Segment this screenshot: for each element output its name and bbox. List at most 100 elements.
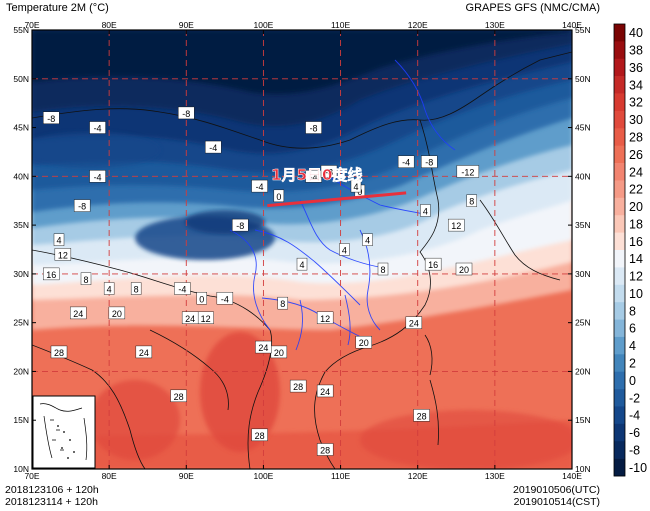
colorbar-swatch bbox=[614, 302, 625, 320]
contour-label: 4 bbox=[103, 282, 115, 295]
contour-label: 4 bbox=[296, 257, 308, 271]
colorbar-swatch bbox=[614, 215, 625, 233]
contour-label: 24 bbox=[135, 345, 153, 359]
contour-label-text: 12 bbox=[451, 221, 461, 231]
contour-label-text: 24 bbox=[258, 343, 268, 353]
contour-label: -8 bbox=[305, 121, 322, 134]
temperature-field: -8-4-8-4-8-4-8-12-4-84-40-4-80448-812168… bbox=[32, 30, 572, 469]
contour-label-box bbox=[170, 389, 187, 403]
contour-label-box bbox=[135, 345, 153, 359]
lon-label-bottom: 90E bbox=[179, 471, 194, 481]
contour-label-box bbox=[405, 316, 423, 329]
contour-label: 28 bbox=[413, 409, 430, 422]
inset-island bbox=[63, 431, 65, 433]
contour-label-box bbox=[397, 155, 415, 168]
contour-label-text: -8 bbox=[310, 124, 318, 134]
lat-label-left: 30N bbox=[13, 269, 29, 279]
contour-label-box bbox=[103, 282, 115, 295]
contour-label: -8 bbox=[73, 199, 91, 212]
colorbar-swatch bbox=[614, 441, 625, 459]
contour-label: 16 bbox=[424, 257, 442, 271]
contour-label: -8 bbox=[320, 165, 338, 178]
inset-coast-west bbox=[43, 415, 53, 459]
colorbar-swatch bbox=[614, 93, 625, 112]
province-boundary-4 bbox=[359, 229, 381, 331]
contour-label: -8 bbox=[178, 106, 195, 120]
province-boundary-7 bbox=[295, 299, 303, 351]
contour-label: 12 bbox=[316, 311, 334, 324]
contour-label-text: 8 bbox=[380, 265, 385, 275]
contour-label-box bbox=[377, 262, 389, 276]
colorbar-swatch bbox=[614, 58, 625, 77]
contour-label-box bbox=[196, 292, 207, 305]
contour-label-text: -4 bbox=[94, 124, 102, 134]
contour-label-text: 24 bbox=[185, 314, 195, 324]
contour-label-box bbox=[466, 194, 477, 207]
contour-label-box bbox=[255, 340, 272, 354]
inset-coast-north bbox=[39, 403, 83, 412]
contour-label: -4 bbox=[174, 282, 191, 295]
inset-island bbox=[67, 457, 69, 459]
china-coastline bbox=[314, 119, 440, 469]
contour-label-box bbox=[362, 233, 373, 246]
contour-label: 4 bbox=[420, 204, 431, 217]
contour-label: -8 bbox=[43, 111, 60, 125]
contour-label: -4 bbox=[251, 179, 268, 193]
contour-label-box bbox=[339, 243, 350, 256]
colorbar-tick-label: 26 bbox=[629, 148, 643, 162]
valid-time-cst: 2019010514(CST) bbox=[513, 496, 600, 508]
contour-label-box bbox=[273, 189, 285, 203]
contour-label-box bbox=[89, 121, 106, 134]
lat-label-right: 30N bbox=[575, 269, 591, 279]
contour-label-box bbox=[305, 121, 322, 134]
contour-label-text: 20 bbox=[112, 309, 122, 319]
contour-label: 20 bbox=[455, 262, 473, 276]
contour-label-text: -8 bbox=[325, 167, 333, 177]
lat-label-left: 20N bbox=[13, 366, 29, 376]
lon-label-top: 80E bbox=[102, 20, 117, 30]
colorbar-swatch bbox=[614, 197, 625, 216]
colorbar-tick-label: 36 bbox=[629, 61, 643, 75]
contour-label: 8 bbox=[80, 272, 92, 285]
contour-label: -4 bbox=[205, 140, 222, 154]
tarim-cool-area bbox=[32, 132, 160, 168]
chart-title: Temperature 2M (°C) bbox=[6, 2, 109, 14]
lat-label-left: 45N bbox=[13, 123, 29, 133]
colorbar-swatch bbox=[614, 319, 625, 338]
pacific-warm-core bbox=[360, 410, 572, 469]
colorbar-frame bbox=[613, 23, 626, 477]
colorbar-swatch bbox=[614, 110, 625, 129]
contour-label-text: 28 bbox=[174, 392, 184, 402]
contour-label: -4 bbox=[305, 170, 322, 183]
korea-japan-coast bbox=[479, 199, 561, 281]
contour-label: 28 bbox=[50, 345, 68, 359]
contour-label-box bbox=[316, 311, 334, 324]
init-time-utc: 2018123106 + 120h bbox=[5, 484, 99, 496]
contour-label-text: 8 bbox=[280, 299, 285, 309]
contour-label-box bbox=[350, 179, 362, 193]
lat-label-right: 55N bbox=[575, 25, 591, 35]
contour-label-box bbox=[251, 179, 268, 193]
contour-label-box bbox=[316, 443, 334, 456]
contour-label-box bbox=[216, 292, 234, 305]
contour-label-box bbox=[50, 345, 68, 359]
lon-label-top: 110E bbox=[331, 20, 351, 30]
lon-label-top: 120E bbox=[408, 20, 428, 30]
contour-label-text: -8 bbox=[78, 202, 86, 212]
contour-label: -4 bbox=[397, 155, 415, 168]
contour-label-box bbox=[178, 106, 195, 120]
lon-label-bottom: 130E bbox=[485, 471, 505, 481]
contour-label-text: 20 bbox=[359, 338, 369, 348]
contour-label-box bbox=[421, 155, 438, 168]
lon-label-bottom: 70E bbox=[24, 471, 39, 481]
lat-label-left: 15N bbox=[13, 415, 29, 425]
colorbar-tick-label: 28 bbox=[629, 131, 643, 145]
colorbar-tick-label: 38 bbox=[629, 44, 643, 58]
northern-border bbox=[32, 51, 572, 149]
colorbar-swatch bbox=[614, 163, 625, 181]
colorbar-tick-label: -6 bbox=[629, 426, 640, 440]
himalaya-border bbox=[32, 249, 273, 469]
map-frame bbox=[31, 29, 573, 470]
zero-degree-line bbox=[267, 191, 407, 208]
contour-label-text: 28 bbox=[54, 348, 64, 358]
